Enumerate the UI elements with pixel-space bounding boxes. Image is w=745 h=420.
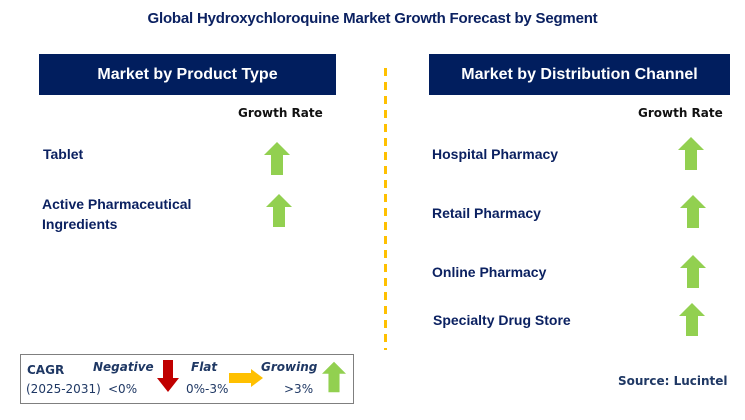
up-arrow-icon xyxy=(322,361,346,393)
dashed-divider xyxy=(384,68,387,350)
legend-growing-range: >3% xyxy=(284,382,314,396)
product-type-header: Market by Product Type xyxy=(39,54,336,95)
list-item-online-pharmacy: Online Pharmacy xyxy=(432,264,547,280)
up-arrow-icon xyxy=(266,194,292,227)
legend-period: (2025-2031) xyxy=(26,382,101,396)
legend-negative-label: Negative xyxy=(93,360,154,374)
legend-negative-range: <0% xyxy=(108,382,138,396)
right-growth-rate-label: Growth Rate xyxy=(638,106,723,120)
legend-cagr: CAGR xyxy=(27,363,65,377)
legend-flat-label: Flat xyxy=(191,360,218,374)
chart-title: Global Hydroxychloroquine Market Growth … xyxy=(147,10,598,27)
product-type-header-label: Market by Product Type xyxy=(97,65,278,83)
list-item-api: Active Pharmaceutical Ingredients xyxy=(42,194,191,234)
list-item-specialty-drug-store: Specialty Drug Store xyxy=(433,312,571,328)
distribution-channel-header: Market by Distribution Channel xyxy=(429,54,730,95)
up-arrow-icon xyxy=(679,303,705,336)
legend-growing-label: Growing xyxy=(261,360,318,374)
up-arrow-icon xyxy=(680,255,706,288)
list-item-tablet: Tablet xyxy=(43,146,84,162)
up-arrow-icon xyxy=(264,142,290,175)
api-line2: Ingredients xyxy=(42,216,118,232)
down-arrow-icon xyxy=(157,360,179,392)
up-arrow-icon xyxy=(678,137,704,170)
up-arrow-icon xyxy=(680,195,706,228)
cagr-legend: CAGR (2025-2031) Negative <0% Flat 0%-3%… xyxy=(20,354,354,404)
api-line1: Active Pharmaceutical xyxy=(42,196,192,212)
source-label: Source: Lucintel xyxy=(618,374,728,388)
list-item-hospital-pharmacy: Hospital Pharmacy xyxy=(432,146,559,162)
distribution-channel-header-label: Market by Distribution Channel xyxy=(461,65,698,83)
left-growth-rate-label: Growth Rate xyxy=(238,106,323,120)
list-item-retail-pharmacy: Retail Pharmacy xyxy=(432,205,541,221)
right-arrow-icon xyxy=(229,369,263,387)
legend-flat-range: 0%-3% xyxy=(186,382,229,396)
